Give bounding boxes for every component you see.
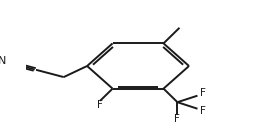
Text: F: F [174, 114, 180, 124]
Text: F: F [200, 88, 206, 98]
Text: F: F [97, 100, 103, 110]
Text: F: F [200, 106, 206, 116]
Text: N: N [0, 56, 6, 66]
